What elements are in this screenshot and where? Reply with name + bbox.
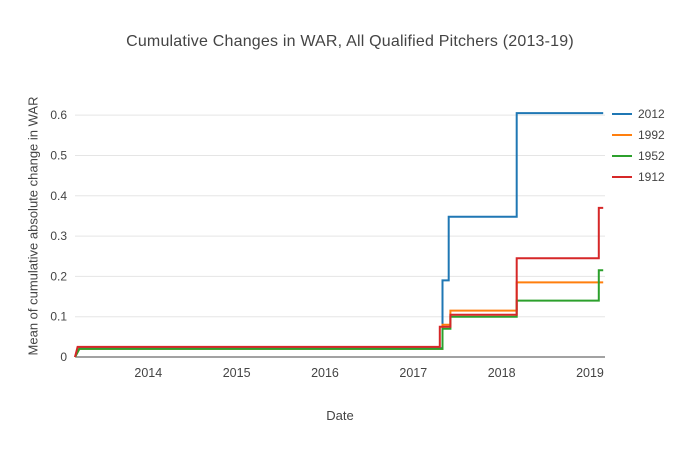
y-tick-label: 0.1 bbox=[50, 310, 67, 324]
y-tick-label: 0.6 bbox=[50, 108, 67, 122]
x-tick-label: 2014 bbox=[134, 366, 162, 380]
y-tick-label: 0.2 bbox=[50, 269, 67, 283]
y-tick-label: 0.4 bbox=[50, 189, 67, 203]
series-line-2012[interactable] bbox=[74, 112, 604, 358]
x-tick-label: 2015 bbox=[223, 366, 251, 380]
legend-label: 2012 bbox=[638, 106, 665, 121]
y-tick-label: 0.5 bbox=[50, 148, 67, 162]
legend-swatch bbox=[612, 133, 632, 136]
legend-item-2012[interactable]: 2012 bbox=[612, 103, 665, 124]
y-tick-label: 0.3 bbox=[50, 229, 67, 243]
x-axis-label: Date bbox=[326, 408, 354, 423]
x-tick-label: 2018 bbox=[488, 366, 516, 380]
legend-item-1952[interactable]: 1952 bbox=[612, 145, 665, 166]
legend-label: 1952 bbox=[638, 148, 665, 163]
x-tick-label: 2017 bbox=[399, 366, 427, 380]
x-tick-label: 2019 bbox=[576, 366, 604, 380]
legend-swatch bbox=[612, 112, 632, 115]
chart-title: Cumulative Changes in WAR, All Qualified… bbox=[126, 33, 574, 50]
legend-label: 1992 bbox=[638, 127, 665, 142]
legend-swatch bbox=[612, 154, 632, 157]
legend-item-1992[interactable]: 1992 bbox=[612, 124, 665, 145]
series-line-1992[interactable] bbox=[74, 281, 604, 358]
legend-label: 1912 bbox=[638, 169, 665, 184]
legend: 2012 1992 1952 1912 bbox=[612, 103, 665, 187]
legend-swatch bbox=[612, 175, 632, 178]
series-line-1912[interactable] bbox=[74, 206, 604, 358]
legend-item-1912[interactable]: 1912 bbox=[612, 166, 665, 187]
y-tick-label: 0 bbox=[60, 350, 67, 364]
x-tick-label: 2016 bbox=[311, 366, 339, 380]
